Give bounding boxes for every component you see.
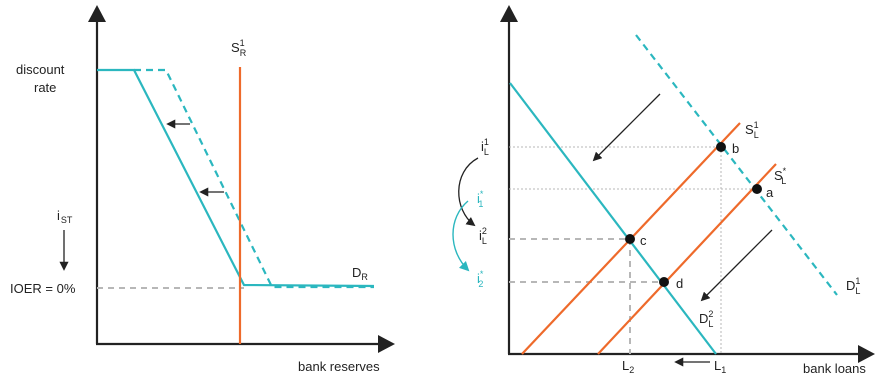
- demand-reserves-label-sub: R: [361, 272, 368, 282]
- rate-il1-label-sup: 1: [484, 137, 489, 147]
- demand-loans-1-label-sup: 1: [855, 276, 860, 286]
- rate-istar1-label-sup: *: [480, 189, 484, 199]
- svg-text:D2L: D2 L: [699, 309, 713, 329]
- demand-reserves-curve: [97, 68, 375, 288]
- x-tick-l2-main: L: [622, 358, 629, 373]
- rate-il2-label-main: i: [479, 228, 482, 243]
- svg-text:S*L: S* L: [774, 166, 787, 186]
- rate-istar2-label-sup: *: [480, 269, 484, 279]
- ioer-label: IOER = 0%: [10, 281, 76, 296]
- demand-shift-arrow: [592, 93, 661, 162]
- svg-text:iST: iST: [57, 208, 73, 225]
- demand-reserves-label-main: D: [352, 265, 361, 280]
- svg-text:i*2: i* 2: [477, 269, 484, 289]
- svg-text:DR: DR: [352, 265, 368, 282]
- left-y-axis-arrowhead: [88, 5, 106, 22]
- svg-text:i2L: i2 L: [479, 226, 487, 246]
- svg-text:i*1: i* 1: [477, 189, 484, 209]
- supply-loans-star-label-main: S: [774, 168, 783, 183]
- demand-loans-1-label-main: D: [846, 278, 855, 293]
- supply-loans-1-label-sup: 1: [754, 120, 759, 130]
- demand-reserves-initial-curve: [134, 68, 374, 289]
- rate-il2-label-sub: L: [482, 236, 487, 246]
- point-a-label: a: [766, 185, 774, 200]
- demand-loans-2-label-main: D: [699, 311, 708, 326]
- point-b-label: b: [732, 141, 739, 156]
- right-x-axis-arrowhead: [858, 345, 875, 363]
- point-b-dot: [716, 142, 726, 152]
- supply-loans-1-label-main: S: [745, 122, 754, 137]
- x-tick-l1-main: L: [714, 358, 721, 373]
- supply-reserves-label-main: S: [231, 40, 240, 55]
- point-a-dot: [752, 184, 762, 194]
- demand-loans-1-label-sub: L: [855, 286, 860, 296]
- right-x-axis-label: bank loans: [803, 361, 866, 376]
- svg-text:L2: L2: [622, 358, 634, 375]
- rate-istar2-label-sub: 2: [478, 279, 483, 289]
- left-x-axis-arrowhead: [378, 335, 395, 353]
- rate-il2-label-sup: 2: [482, 226, 487, 236]
- loan-rate-change-arrow: [458, 157, 479, 227]
- rate-istar2-label-main: i: [477, 271, 480, 286]
- supply-reserves-label-sub: R: [240, 48, 247, 58]
- rate-il1-label-sub: L: [484, 147, 489, 157]
- supply-loans-star-label-sup: *: [783, 166, 787, 176]
- star-rate-change-arrow: [452, 200, 470, 272]
- ist-label-main: i: [57, 208, 60, 223]
- supply-loans-star-curve: [597, 163, 777, 355]
- point-d-dot: [659, 277, 669, 287]
- ist-label-sub: ST: [61, 215, 73, 225]
- left-panel: discount rate iST IOER = 0% S1 R DR bank …: [10, 5, 395, 374]
- svg-text:D1L: D1 L: [846, 276, 860, 296]
- svg-text:i1L: i1 L: [481, 137, 489, 157]
- point-c-dot: [625, 234, 635, 244]
- supply-shift-arrow: [700, 229, 773, 302]
- svg-text:S1R: S1 R: [231, 38, 247, 58]
- supply-reserves-label-sup: 1: [240, 38, 245, 48]
- rate-il1-label-main: i: [481, 139, 484, 154]
- x-tick-l2-sub: 2: [629, 365, 634, 375]
- demand-loans-2-label-sup: 2: [708, 309, 713, 319]
- demand-loans-1-curve: [635, 34, 838, 296]
- rate-istar1-label-sub: 1: [478, 199, 483, 209]
- demand-loans-2-curve: [509, 82, 717, 355]
- left-x-axis-label: bank reserves: [298, 359, 380, 374]
- point-d-label: d: [676, 276, 683, 291]
- right-y-axis-arrowhead: [500, 5, 518, 22]
- demand-loans-2-label-sub: L: [708, 319, 713, 329]
- supply-loans-1-label-sub: L: [754, 130, 759, 140]
- supply-loans-star-label-sub: L: [781, 176, 786, 186]
- discount-rate-label-line2: rate: [34, 80, 56, 95]
- svg-text:S1L: S1 L: [745, 120, 759, 140]
- point-c-label: c: [640, 233, 647, 248]
- rate-istar1-label-main: i: [477, 191, 480, 206]
- x-tick-l1-sub: 1: [721, 365, 726, 375]
- svg-text:L1: L1: [714, 358, 726, 375]
- right-panel: b a c d S1 L S* L D1 L D2 L i1 L i* 1 i2 L i* 2 …: [452, 5, 875, 376]
- discount-rate-label-line1: discount: [16, 62, 65, 77]
